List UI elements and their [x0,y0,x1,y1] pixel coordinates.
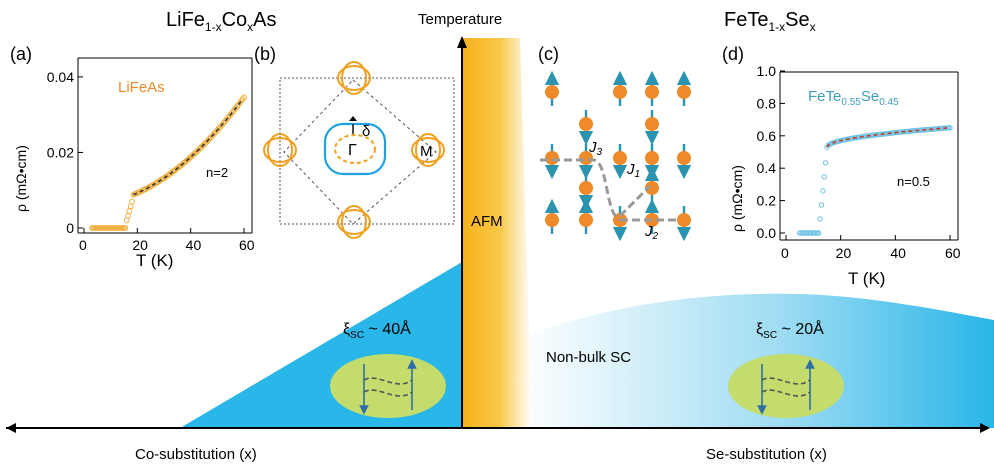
fe-atom [579,181,593,195]
fe-atom [613,85,627,99]
inset-d-ytick: 0.4 [757,160,777,176]
inset-a-xtick: 60 [239,237,255,253]
inset-a-xtick: 40 [186,237,202,253]
j2-label: J2 [644,223,659,242]
fe-atom [645,117,659,131]
inset-a-xtick: 0 [79,237,87,253]
inset-a-data-point [129,198,135,205]
inset-d-sample-label: FeTe0.55Se0.45 [808,88,899,108]
inset-a-data-point [123,217,130,224]
inset-a-data-point [122,225,129,231]
inset-a-fit-note: n=2 [206,165,228,180]
inset-d-fetese: 0 20 40 60 0.0 0.2 0.4 0.6 0.8 1.0 FeTe0.55Se0.45… [729,63,961,288]
temperature-axis-arrow [457,36,467,48]
inset-a-ytick: 0 [66,220,74,236]
fe-atom [677,213,691,227]
right-compound-title: FeTe1-xSex [724,9,816,34]
m-point-label: M [420,143,433,160]
fe-atom [645,85,659,99]
inset-a-sample-label: LiFeAs [118,79,165,96]
inset-a-xtick: 20 [132,237,148,253]
inset-d-xtick: 60 [945,245,961,261]
inset-a-lifeas: 0 20 40 60 0 0.02 0.04 LiFeAs n=2 T (K) ρ (mΩ•… [13,57,255,270]
inset-d-data-point [820,188,826,194]
inset-d-fit-line [826,126,951,148]
j1-label: J1 [626,161,640,180]
fe-atom [613,151,627,165]
fe-atom [677,151,691,165]
inset-d-data-point [822,160,829,166]
inset-a-ylabel: ρ (mΩ•cm) [13,145,29,212]
fe-atom [677,85,691,99]
inset-a-ytick: 0.04 [47,69,74,85]
fe-atom [545,213,559,227]
inset-d-ytick: 0.0 [757,225,777,241]
inset-a-data-point [126,208,133,214]
fe-atom [645,151,659,165]
inset-a-data-point [241,94,247,101]
panel-label-b: (b) [254,44,276,64]
fe-atom [545,85,559,99]
left-compound-title: LiFe1-xCoxAs [166,9,277,34]
inset-a-data-point [125,212,131,219]
inset-d-ytick: 0.6 [757,128,777,144]
inset-d-data-point [821,174,827,180]
inset-d-ytick: 0.8 [757,95,777,111]
inset-d-data-point [818,202,825,208]
inset-a-ytick: 0.02 [47,144,74,160]
inset-d-data-point [817,216,823,222]
cooper-pair-left [330,354,446,418]
afm-label: AFM [471,213,503,230]
spin-lattice-panel: J3 J1 J2 [540,70,692,242]
panel-label-a: (a) [10,44,32,64]
gamma-point-label: Γ [348,142,357,159]
panel-label-c: (c) [538,44,559,64]
inset-d-xtick: 0 [781,245,789,261]
fe-atom [579,213,593,227]
coherence-length-right: ξSC ~ 20Å [756,319,824,341]
coherence-length-left: ξSC ~ 40Å [343,319,411,341]
delta-label: δ [362,123,370,140]
inset-d-ylabel: ρ (mΩ•cm) [729,165,745,232]
inset-d-fit-note: n=0.5 [897,174,930,189]
inset-d-data-point [816,230,822,236]
cooper-pair-right [728,354,844,418]
inset-d-xtick: 40 [890,245,906,261]
afm-region [462,38,532,428]
inset-d-xtick: 20 [836,245,852,261]
x-axis-right-arrow [980,423,990,433]
non-bulk-sc-label: Non-bulk SC [546,349,631,366]
co-substitution-label: Co-substitution (x) [135,446,257,463]
temperature-axis-label: Temperature [418,11,502,28]
x-axis-left-arrow [6,423,16,433]
j3-label: J3 [588,139,603,158]
inset-a-xlabel: T (K) [136,251,173,270]
fe-atom [645,181,659,195]
fe-atom [545,151,559,165]
inset-a-data-point [127,203,134,210]
fermi-surface-panel: δ Γ M [263,61,455,239]
inset-d-ytick: 1.0 [757,63,777,79]
inset-d-xlabel: T (K) [848,269,885,288]
inset-a-fit-line [133,98,244,196]
inset-d-ytick: 0.2 [757,193,777,209]
se-substitution-label: Se-substitution (x) [706,446,827,463]
fe-atom [579,117,593,131]
panel-label-d: (d) [722,44,744,64]
inset-d-data-point [947,125,953,131]
